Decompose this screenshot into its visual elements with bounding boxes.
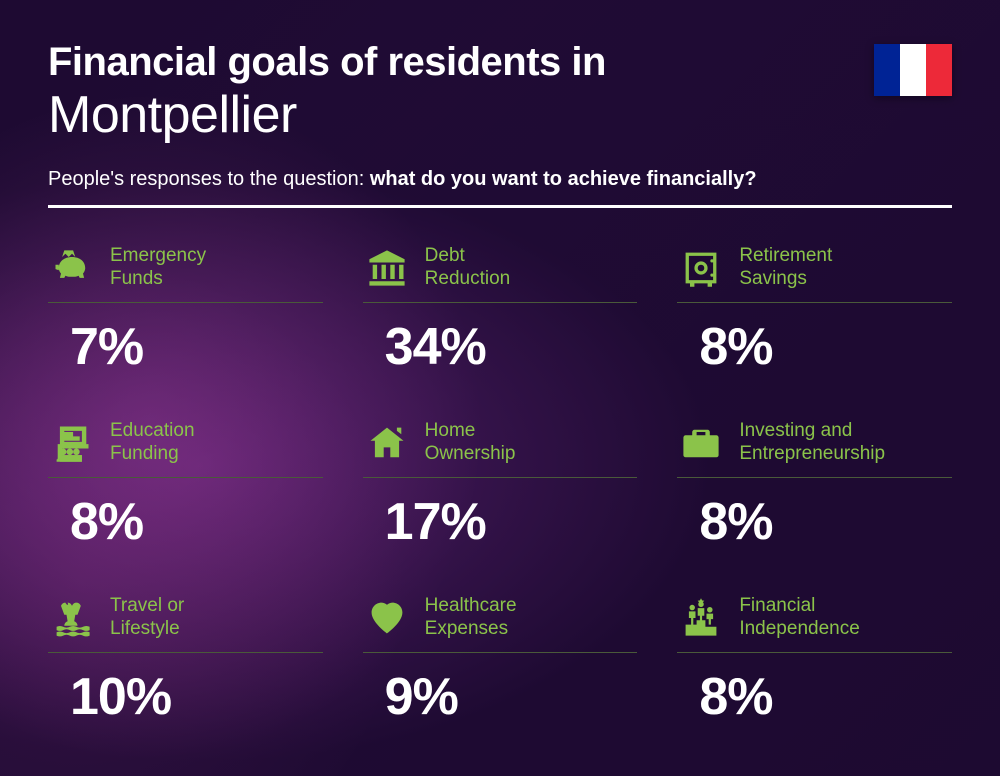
card-divider xyxy=(677,302,952,303)
goal-card: EducationFunding 8% xyxy=(48,419,323,552)
card-divider xyxy=(363,652,638,653)
card-top: EmergencyFunds xyxy=(48,244,323,292)
goal-card: RetirementSavings 8% xyxy=(677,244,952,377)
header-row: Financial goals of residents in Montpell… xyxy=(48,40,952,146)
card-top: RetirementSavings xyxy=(677,244,952,292)
card-top: HomeOwnership xyxy=(363,419,638,467)
education-icon xyxy=(48,419,96,467)
goal-card: FinancialIndependence 8% xyxy=(677,594,952,727)
goal-card: Travel orLifestyle 10% xyxy=(48,594,323,727)
flag-france-icon xyxy=(874,44,952,96)
goal-value: 7% xyxy=(70,317,323,377)
goal-card: HomeOwnership 17% xyxy=(363,419,638,552)
title-line2: Montpellier xyxy=(48,86,874,146)
bank-icon xyxy=(363,244,411,292)
piggy-icon xyxy=(48,244,96,292)
flag-stripe-3 xyxy=(926,44,952,96)
goal-card: DebtReduction 34% xyxy=(363,244,638,377)
title-block: Financial goals of residents in Montpell… xyxy=(48,40,874,146)
goal-value: 9% xyxy=(385,667,638,727)
goal-label: HomeOwnership xyxy=(425,420,516,466)
goal-value: 10% xyxy=(70,667,323,727)
card-top: HealthcareExpenses xyxy=(363,594,638,642)
goal-label: Investing andEntrepreneurship xyxy=(739,420,885,466)
title-line1: Financial goals of residents in xyxy=(48,40,874,84)
goal-value: 8% xyxy=(699,492,952,552)
goal-label: HealthcareExpenses xyxy=(425,595,517,641)
subtitle: People's responses to the question: what… xyxy=(48,168,952,191)
card-divider xyxy=(363,477,638,478)
goal-label: EmergencyFunds xyxy=(110,245,206,291)
card-divider xyxy=(48,302,323,303)
goal-label: FinancialIndependence xyxy=(739,595,859,641)
card-top: Investing andEntrepreneurship xyxy=(677,419,952,467)
card-divider xyxy=(48,652,323,653)
home-icon xyxy=(363,419,411,467)
goal-card: EmergencyFunds 7% xyxy=(48,244,323,377)
card-divider xyxy=(48,477,323,478)
goal-label: RetirementSavings xyxy=(739,245,832,291)
goal-value: 34% xyxy=(385,317,638,377)
card-top: DebtReduction xyxy=(363,244,638,292)
goal-label: Travel orLifestyle xyxy=(110,595,184,641)
flag-stripe-1 xyxy=(874,44,900,96)
goal-value: 8% xyxy=(699,317,952,377)
card-divider xyxy=(677,477,952,478)
goal-label: EducationFunding xyxy=(110,420,195,466)
goal-card: Investing andEntrepreneurship 8% xyxy=(677,419,952,552)
header-divider xyxy=(48,205,952,208)
card-top: FinancialIndependence xyxy=(677,594,952,642)
goal-label: DebtReduction xyxy=(425,245,511,291)
goal-value: 8% xyxy=(699,667,952,727)
health-icon xyxy=(363,594,411,642)
travel-icon xyxy=(48,594,96,642)
card-top: EducationFunding xyxy=(48,419,323,467)
goals-grid: EmergencyFunds 7% DebtReduction 34% Retireme… xyxy=(48,244,952,727)
card-divider xyxy=(363,302,638,303)
subtitle-bold: what do you want to achieve financially? xyxy=(370,168,757,190)
goal-value: 17% xyxy=(385,492,638,552)
goal-value: 8% xyxy=(70,492,323,552)
podium-icon xyxy=(677,594,725,642)
goal-card: HealthcareExpenses 9% xyxy=(363,594,638,727)
subtitle-prefix: People's responses to the question: xyxy=(48,168,370,190)
flag-stripe-2 xyxy=(900,44,926,96)
briefcase-icon xyxy=(677,419,725,467)
safe-icon xyxy=(677,244,725,292)
card-top: Travel orLifestyle xyxy=(48,594,323,642)
card-divider xyxy=(677,652,952,653)
